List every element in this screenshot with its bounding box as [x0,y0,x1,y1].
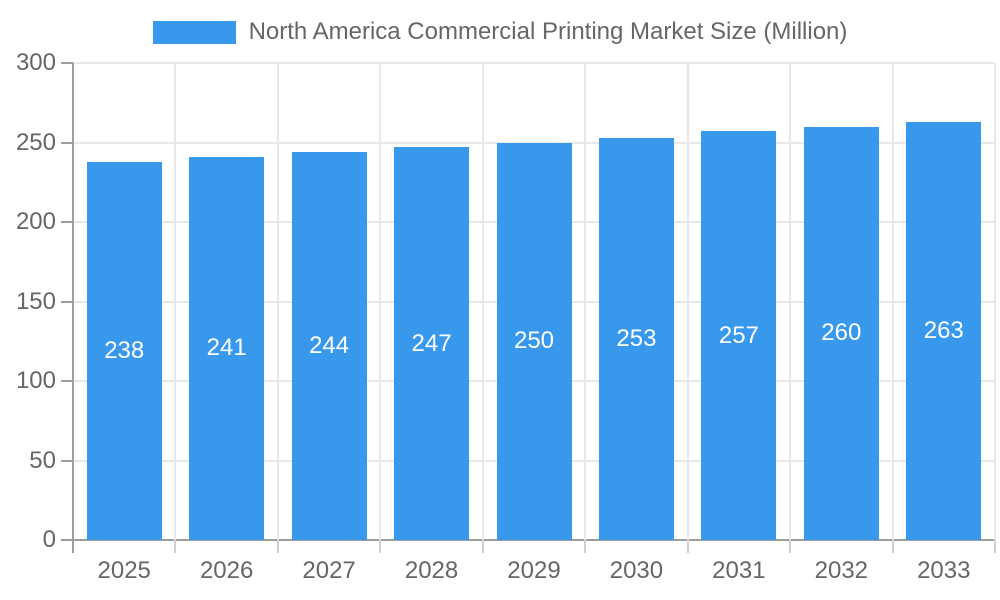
x-tick-label: 2027 [302,557,356,584]
legend-item[interactable]: North America Commercial Printing Market… [152,18,848,46]
x-tick [276,540,279,553]
bar-value-label: 260 [821,319,862,347]
y-tick-label: 150 [15,287,56,315]
bar-value-label: 241 [206,334,247,362]
x-tick [379,540,382,553]
y-tick-label: 250 [15,128,56,156]
bar-value-label: 250 [513,327,555,355]
x-gridline [276,63,279,540]
legend-swatch [152,20,236,44]
x-tick [584,540,587,553]
bar-value-label: 253 [616,324,657,352]
y-tick-label: 100 [15,367,56,394]
y-tick [61,459,73,462]
y-tick [61,221,73,223]
y-tick [61,141,73,144]
bar-value-label: 247 [411,329,452,357]
x-gridline [584,63,587,540]
bar[interactable] [189,156,265,540]
x-tick [174,540,177,553]
y-tick-label: 50 [29,446,56,474]
x-gridline [891,63,894,540]
bar-value-label: 263 [923,316,964,344]
bar-value-label: 238 [104,336,145,364]
x-tick [686,540,689,553]
x-tick-label: 2032 [814,557,869,584]
bar-value-label: 257 [718,321,759,349]
x-axis-line [73,539,995,541]
bar[interactable] [496,142,572,540]
bar-value-label: 244 [309,332,350,359]
bar[interactable] [701,131,777,540]
x-gridline [174,63,177,540]
x-tick-label: 2029 [507,557,561,584]
y-tick [61,300,73,303]
y-tick-label: 200 [15,208,56,235]
x-tick-label: 2033 [917,557,971,584]
y-tick [61,539,73,541]
bar[interactable] [394,147,470,540]
x-gridline [481,63,484,540]
bar[interactable] [803,126,879,540]
legend-label: North America Commercial Printing Market… [248,18,848,45]
x-tick [789,540,792,553]
x-tick-label: 2030 [609,557,664,584]
y-tick-label: 300 [15,49,56,76]
x-tick [72,540,74,553]
x-tick-label: 2025 [97,557,151,584]
x-tick [994,540,996,553]
x-tick [891,540,894,553]
x-gridline [994,63,996,540]
x-gridline [379,63,382,540]
y-tick [61,62,73,64]
bar[interactable] [86,161,162,540]
y-tick [61,380,73,382]
x-tick-label: 2031 [712,557,766,584]
y-axis-line [72,63,74,540]
y-gridline [73,62,995,64]
y-tick-label: 0 [42,526,56,553]
bar[interactable] [291,152,367,540]
x-gridline [686,63,689,540]
bar[interactable] [906,121,982,540]
legend: North America Commercial Printing Market… [0,17,1000,47]
bar[interactable] [598,137,674,540]
x-tick-label: 2026 [199,557,254,584]
x-tick-label: 2028 [404,557,459,584]
x-gridline [789,63,792,540]
x-tick [481,540,484,553]
